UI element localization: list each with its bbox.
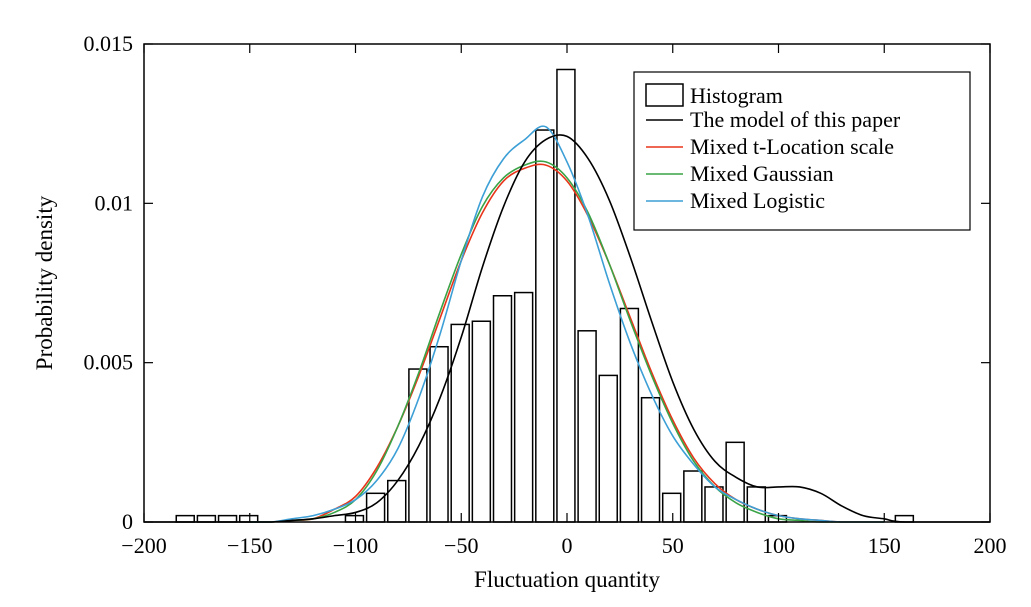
series-line-the-model-of-this-paper	[144, 134, 990, 523]
x-tick-label: −150	[227, 533, 272, 558]
axis-ticks	[143, 43, 991, 523]
legend-box	[633, 71, 971, 231]
histogram-bar	[577, 330, 597, 523]
histogram-bar	[683, 470, 703, 523]
density-curves	[144, 125, 990, 523]
x-tick-label: 100	[762, 533, 795, 558]
x-axis-tick-labels: −200 −150 −100 −50 0 50 100 150 200	[121, 533, 1006, 558]
histogram-bar	[450, 323, 470, 523]
histogram-bar	[640, 396, 661, 523]
histogram-bar	[598, 374, 618, 523]
legend-histogram-swatch	[645, 83, 684, 107]
x-tick-label: −50	[444, 533, 478, 558]
histogram-bar	[387, 479, 407, 523]
series-line-mixed-logistic	[249, 125, 885, 523]
x-tick-label: 0	[562, 533, 573, 558]
histogram-bar	[471, 320, 492, 523]
histogram-bar	[344, 514, 365, 523]
histogram-bars	[175, 68, 915, 523]
histogram-bar	[196, 514, 217, 523]
y-axis-tick-labels: 0 0.005 0.01 0.015	[84, 31, 134, 534]
histogram-bar	[238, 514, 259, 523]
histogram-bar	[429, 345, 449, 523]
histogram-bar	[725, 441, 745, 523]
x-axis-label: Fluctuation quantity	[474, 567, 660, 592]
histogram-bar	[217, 514, 238, 523]
histogram-bar	[746, 486, 767, 523]
y-tick-label: 0.005	[84, 350, 134, 375]
x-tick-label: −100	[333, 533, 378, 558]
y-axis-label: Probability density	[32, 195, 57, 370]
series-line-mixed-gaussian	[249, 160, 885, 523]
legend-label: The model of this paper	[690, 107, 901, 132]
legend-label: Mixed t-Location scale	[690, 134, 894, 159]
histogram-bar	[175, 514, 195, 523]
histogram-bar	[661, 492, 682, 523]
legend-label-histogram: Histogram	[690, 83, 783, 108]
y-tick-label: 0	[122, 509, 133, 534]
x-tick-label: −200	[121, 533, 166, 558]
x-tick-label: 200	[974, 533, 1007, 558]
histogram-bar	[492, 294, 513, 523]
histogram-bar	[513, 291, 534, 523]
x-tick-label: 50	[662, 533, 684, 558]
legend-label: Mixed Logistic	[690, 188, 825, 213]
legend-label: Mixed Gaussian	[690, 161, 834, 186]
histogram-bar	[535, 129, 555, 523]
x-tick-label: 150	[868, 533, 901, 558]
y-tick-label: 0.01	[95, 190, 134, 215]
y-tick-label: 0.015	[84, 31, 134, 56]
histogram-bar	[556, 68, 576, 523]
